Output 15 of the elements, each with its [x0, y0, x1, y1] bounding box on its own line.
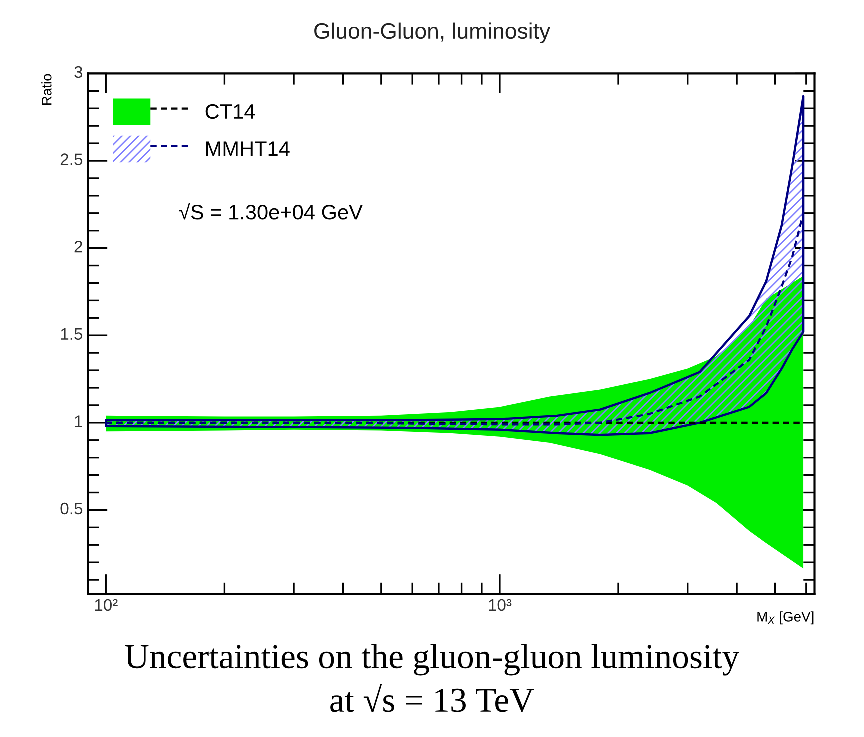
x-tick-label: 10² — [95, 599, 118, 612]
text: Uncertainties on the gluon-gluon luminosity at √s = 13 TeV — [125, 644, 740, 712]
chart-title: Gluon-Gluon, luminosity — [314, 22, 551, 44]
y-tick-label: 0.5 — [60, 502, 83, 515]
y-tick-label: 2 — [74, 240, 82, 253]
legend-label: CT14 — [206, 104, 256, 120]
x-axis-title: M$_{X}$ [GeV] — [758, 612, 814, 625]
y-tick-label: 3 — [74, 66, 83, 78]
y-axis-title: Ratio — [42, 74, 52, 105]
x-tick-label: 10³ — [489, 599, 512, 612]
legend-label: MMHT14 — [206, 142, 290, 156]
y-tick-label: 1.5 — [61, 328, 83, 340]
y-tick-label: 2.5 — [60, 154, 83, 166]
annotation: √S = 1.30e+04 GeV — [179, 203, 363, 220]
y-tick-label: 1 — [75, 416, 82, 428]
